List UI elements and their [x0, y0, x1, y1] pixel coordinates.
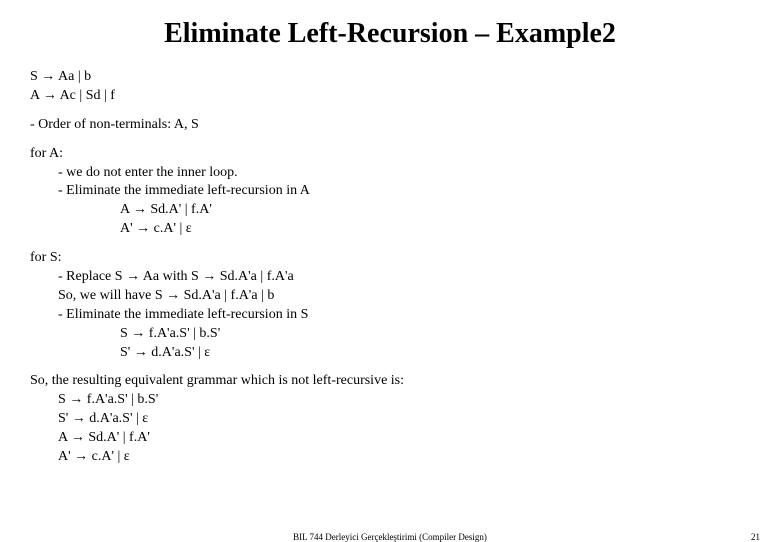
result-l2: S' → d.A'a.S' | ε [30, 410, 750, 429]
for-s-l5: S' → d.A'a.S' | ε [30, 344, 750, 363]
for-s-l2: So, we will have S → Sd.A'a | f.A'a | b [30, 287, 750, 306]
for-s-l4: S → f.A'a.S' | b.S' [30, 325, 750, 344]
for-s-l1: - Replace S → Aa with S → Sd.A'a | f.A'a [30, 268, 750, 287]
result-block: So, the resulting equivalent grammar whi… [30, 372, 750, 466]
for-a-block: for A: - we do not enter the inner loop.… [30, 145, 750, 239]
for-a-l4: A' → c.A' | ε [30, 220, 750, 239]
result-head: So, the resulting equivalent grammar whi… [30, 372, 750, 391]
slide-title: Eliminate Left-Recursion – Example2 [30, 18, 750, 50]
for-s-l3: - Eliminate the immediate left-recursion… [30, 306, 750, 325]
page-number: 21 [751, 532, 760, 542]
for-s-block: for S: - Replace S → Aa with S → Sd.A'a … [30, 249, 750, 362]
for-a-l3: A → Sd.A' | f.A' [30, 201, 750, 220]
grammar-block: S → Aa | b A → Ac | Sd | f [30, 68, 750, 106]
footer-center-text: BIL 744 Derleyici Gerçekleştirimi (Compi… [293, 532, 487, 542]
for-a-head: for A: [30, 145, 750, 164]
grammar-line-1: S → Aa | b [30, 68, 750, 87]
order-line: - Order of non-terminals: A, S [30, 116, 750, 135]
for-s-head: for S: [30, 249, 750, 268]
result-l3: A → Sd.A' | f.A' [30, 429, 750, 448]
result-l4: A' → c.A' | ε [30, 448, 750, 467]
result-l1: S → f.A'a.S' | b.S' [30, 391, 750, 410]
slide-body: S → Aa | b A → Ac | Sd | f - Order of no… [30, 68, 750, 467]
for-a-l1: - we do not enter the inner loop. [30, 164, 750, 183]
grammar-line-2: A → Ac | Sd | f [30, 87, 750, 106]
for-a-l2: - Eliminate the immediate left-recursion… [30, 182, 750, 201]
